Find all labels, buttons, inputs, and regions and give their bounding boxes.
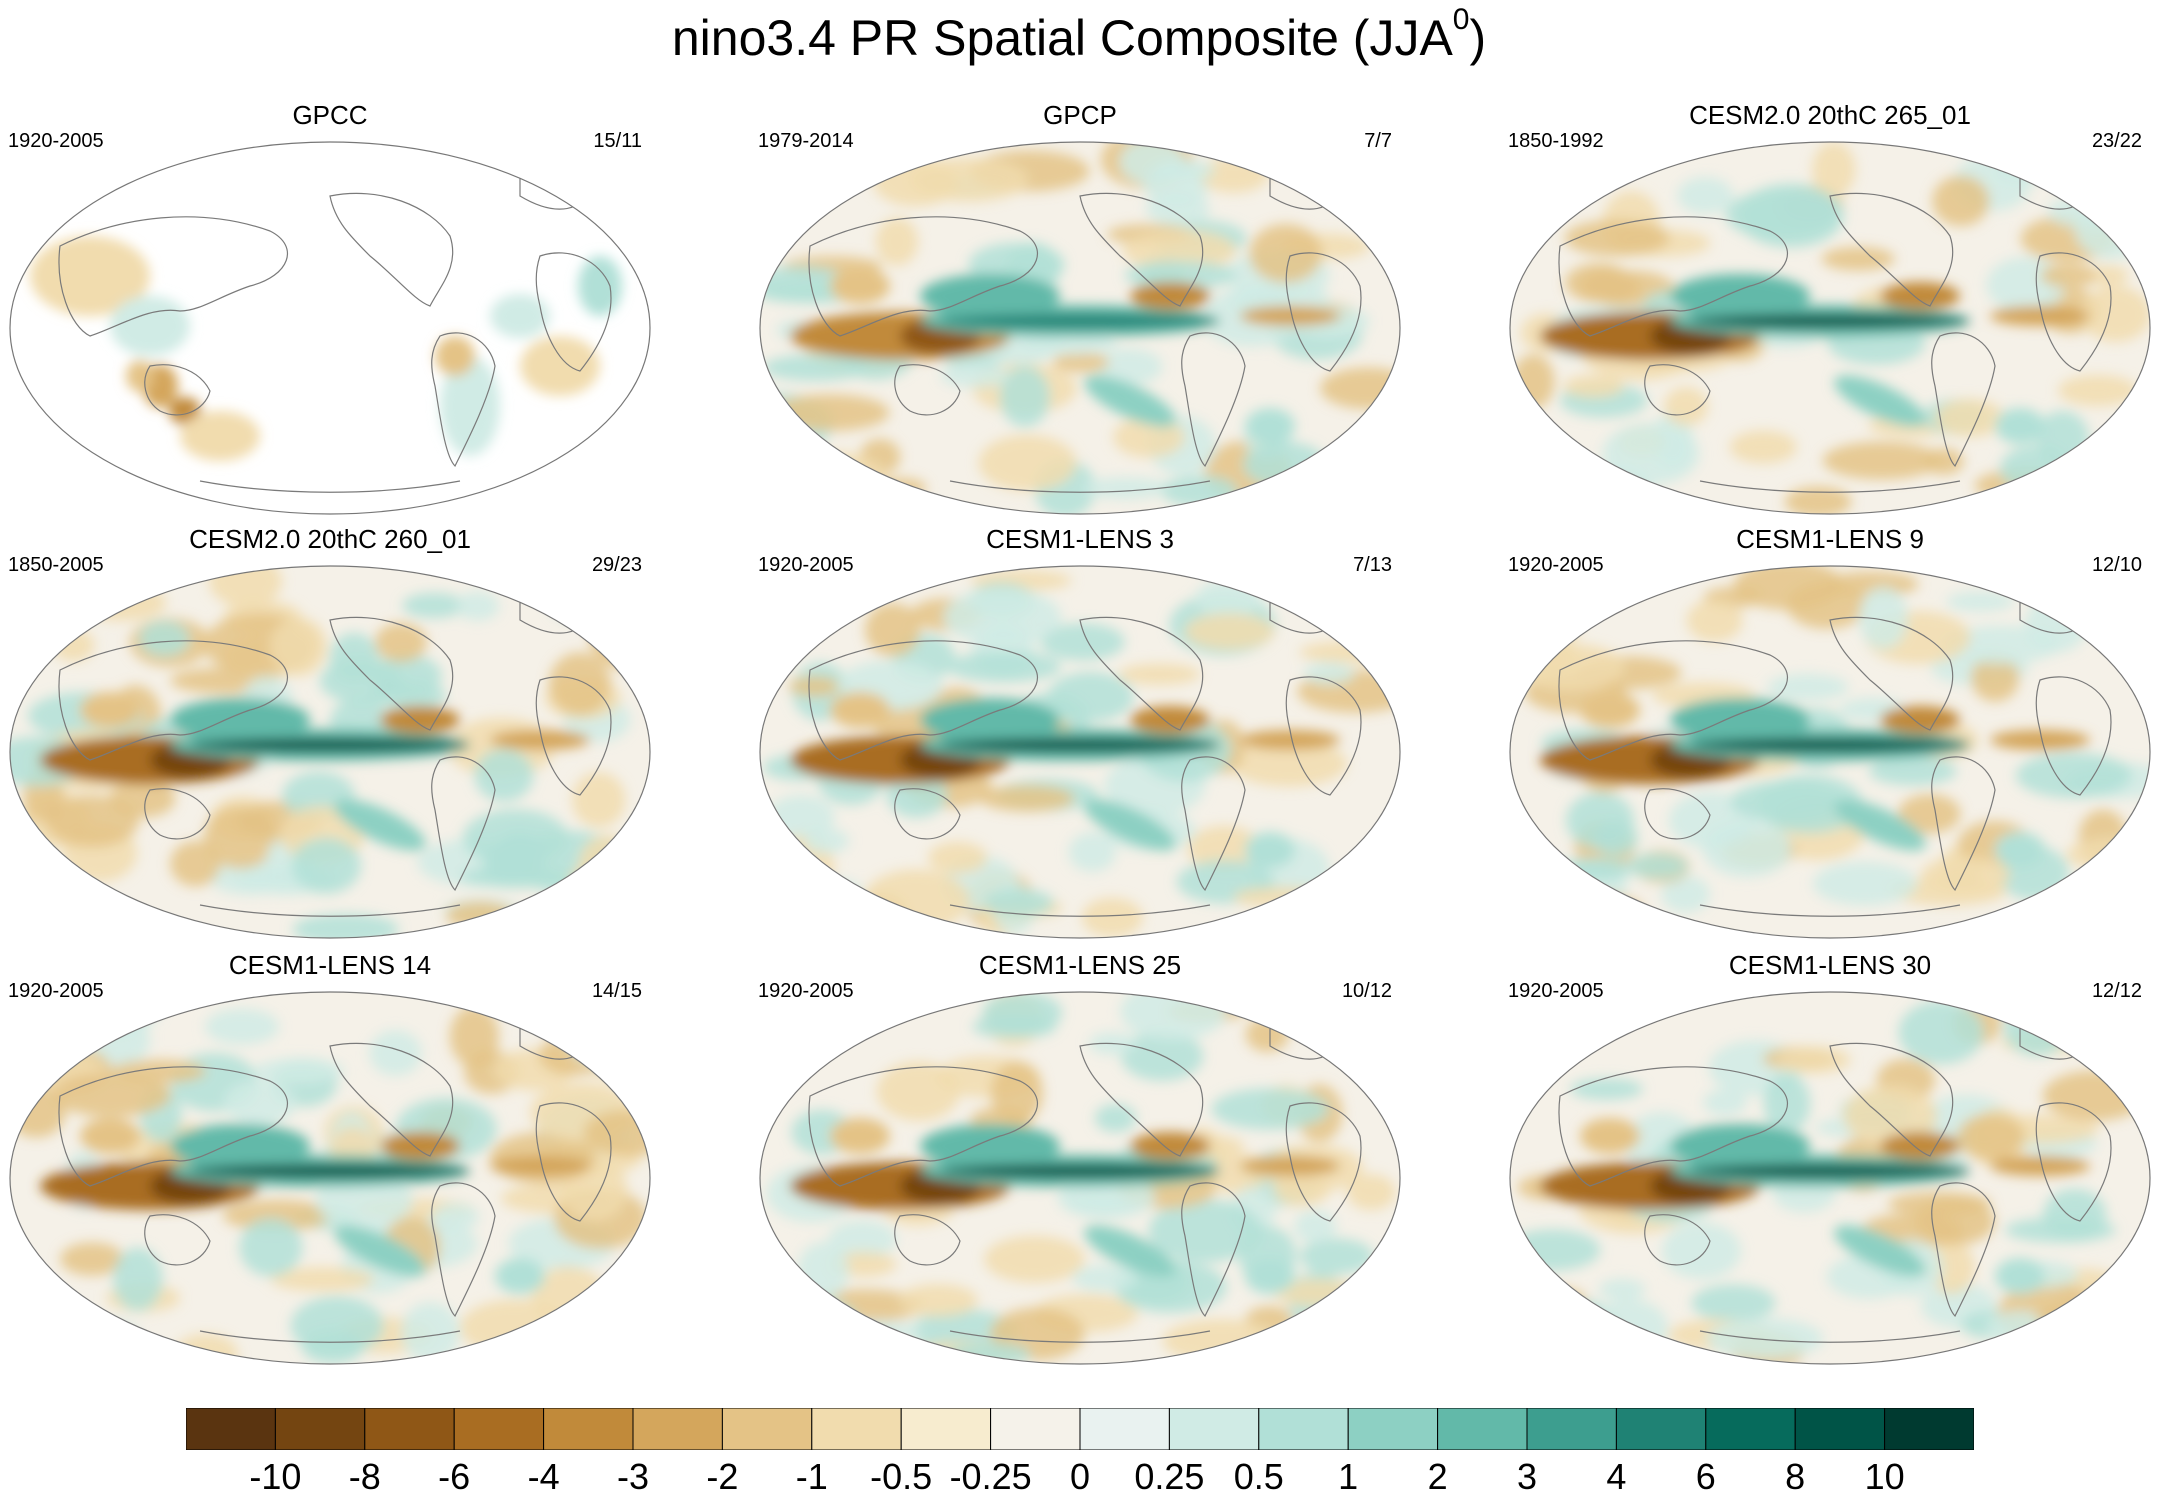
- colorbar-label: 6: [1695, 1456, 1716, 1497]
- colorbar-label: -1: [795, 1456, 828, 1497]
- panel-years: 1920-2005: [758, 554, 854, 576]
- map-panel: CESM1-LENS 30 1920-2005 12/12: [1500, 950, 2158, 1370]
- colorbar-swatch: [274, 1408, 366, 1450]
- panel-event-count: 29/23: [591, 554, 642, 576]
- panel-title: CESM1-LENS 30: [1728, 950, 1932, 980]
- colorbar: [186, 1408, 1974, 1450]
- panel-years: 1979-2014: [758, 130, 854, 152]
- colorbar-swatch: [186, 1408, 276, 1450]
- map-4: [9, 565, 651, 939]
- panel-event-count: 23/22: [2091, 130, 2142, 152]
- panel-title: GPCP: [1043, 100, 1117, 130]
- colorbar-swatch: [721, 1408, 813, 1450]
- map-6: [1509, 565, 2151, 939]
- panel-years: 1920-2005: [758, 980, 854, 1002]
- panel-title: CESM1-LENS 9: [1736, 524, 1924, 554]
- colorbar-label: 2: [1427, 1456, 1448, 1497]
- colorbar-swatch: [1526, 1408, 1617, 1450]
- panel-title: CESM2.0 20thC 260_01: [189, 524, 471, 554]
- panel-event-count: 14/15: [591, 980, 642, 1002]
- colorbar-label: 8: [1785, 1456, 1806, 1497]
- colorbar-label: 10: [1864, 1456, 1905, 1497]
- colorbar-label: 1: [1338, 1456, 1359, 1497]
- colorbar-swatch: [1079, 1408, 1170, 1450]
- panel-title: GPCC: [292, 100, 368, 130]
- panel-years: 1920-2005: [1508, 554, 1604, 576]
- map-2: [759, 141, 1401, 515]
- map-panel: CESM1-LENS 3 1920-2005 7/13: [750, 524, 1410, 944]
- panel-event-count: 7/13: [1353, 554, 1392, 576]
- colorbar-swatch: [990, 1408, 1081, 1450]
- figure-title: nino3.4 PR Spatial Composite (JJA0): [671, 3, 1487, 67]
- colorbar-label: -4: [527, 1456, 560, 1497]
- map-8: [759, 991, 1401, 1365]
- panel-event-count: 12/10: [2091, 554, 2142, 576]
- colorbar-swatch: [1437, 1408, 1528, 1450]
- map-panel: CESM1-LENS 9 1920-2005 12/10: [1500, 524, 2158, 944]
- map-panel: GPCC 1920-2005 15/11: [0, 100, 660, 520]
- colorbar-swatch: [1615, 1408, 1707, 1450]
- colorbar-label: -0.5: [870, 1456, 933, 1497]
- colorbar-swatch: [543, 1408, 634, 1450]
- colorbar-label: -2: [706, 1456, 739, 1497]
- map-panel: CESM1-LENS 14 1920-2005 14/15: [0, 950, 660, 1370]
- colorbar-label: 4: [1606, 1456, 1627, 1497]
- map-5: [759, 565, 1401, 939]
- colorbar-swatch: [1347, 1408, 1439, 1450]
- map-3: [1509, 141, 2151, 515]
- panel-event-count: 7/7: [1364, 130, 1392, 152]
- colorbar-label: -8: [348, 1456, 381, 1497]
- panel-title: CESM1-LENS 3: [986, 524, 1174, 554]
- colorbar-label: 3: [1516, 1456, 1538, 1497]
- map-panel: CESM2.0 20thC 260_01 1850-2005 29/23: [0, 524, 660, 944]
- colorbar-swatch: [364, 1408, 455, 1450]
- panel-years: 1920-2005: [8, 130, 104, 152]
- panel-title: CESM1-LENS 25: [978, 950, 1182, 980]
- colorbar-label: 0.5: [1233, 1456, 1284, 1497]
- colorbar-swatch: [1705, 1408, 1796, 1450]
- panel-title: CESM2.0 20thC 265_01: [1689, 100, 1971, 130]
- map-1: [9, 141, 651, 515]
- panel-title: CESM1-LENS 14: [228, 950, 432, 980]
- colorbar-swatch: [1884, 1408, 1974, 1450]
- map-panel: CESM2.0 20thC 265_01 1850-1992 23/22: [1500, 100, 2158, 520]
- panel-event-count: 10/12: [1341, 980, 1392, 1002]
- colorbar-labels: -10 -8 -6 -4 -3 -2 -1 -0.5 -0.25 0 0.25 0.5 1 2 3 4 6 8 10: [0, 1456, 2158, 1497]
- colorbar-label: -0.25: [949, 1456, 1032, 1497]
- colorbar-label: -6: [438, 1456, 471, 1497]
- map-7: [9, 991, 651, 1365]
- panel-years: 1850-1992: [1508, 130, 1604, 152]
- map-panel: GPCP 1979-2014 7/7: [750, 100, 1410, 520]
- colorbar-swatch: [1258, 1408, 1349, 1450]
- colorbar-label: -10: [249, 1456, 302, 1497]
- colorbar-swatch: [900, 1408, 992, 1450]
- map-9: [1509, 991, 2151, 1365]
- panel-years: 1920-2005: [8, 980, 104, 1002]
- colorbar-label: 0.25: [1134, 1456, 1205, 1497]
- colorbar-swatch: [1168, 1408, 1260, 1450]
- colorbar-swatch: [811, 1408, 902, 1450]
- colorbar-label: 0: [1069, 1456, 1091, 1497]
- panel-event-count: 12/12: [2091, 980, 2142, 1002]
- map-panel: CESM1-LENS 25 1920-2005 10/12: [750, 950, 1410, 1370]
- colorbar-swatch: [632, 1408, 723, 1450]
- panel-years: 1850-2005: [8, 554, 104, 576]
- panel-event-count: 15/11: [593, 130, 642, 152]
- colorbar-swatch: [1794, 1408, 1886, 1450]
- colorbar-swatch: [453, 1408, 545, 1450]
- panel-years: 1920-2005: [1508, 980, 1604, 1002]
- colorbar-label: -3: [616, 1456, 650, 1497]
